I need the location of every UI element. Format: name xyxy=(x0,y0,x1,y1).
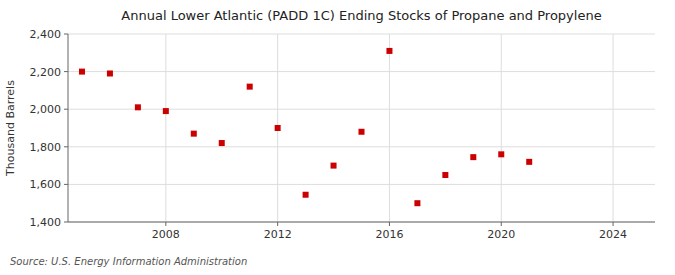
point xyxy=(219,140,225,146)
y-grid-line xyxy=(68,109,655,110)
point xyxy=(498,151,504,157)
x-grid-line xyxy=(389,34,390,222)
source-note: Source: U.S. Energy Information Administ… xyxy=(10,256,247,267)
y-tick-label: 1,800 xyxy=(30,141,62,154)
x-tick-label: 2012 xyxy=(264,228,292,241)
x-tick xyxy=(277,222,278,226)
x-tick xyxy=(501,222,502,226)
point xyxy=(275,125,281,131)
y-grid-line xyxy=(68,71,655,72)
x-grid-line xyxy=(613,34,614,222)
y-axis-label: Thousand Barrels xyxy=(4,80,17,177)
y-grid-line xyxy=(68,222,655,223)
page: {"chart_data": {"type": "scatter", "titl… xyxy=(0,0,675,275)
y-tick xyxy=(64,184,68,185)
chart-title: Annual Lower Atlantic (PADD 1C) Ending S… xyxy=(121,8,601,23)
point xyxy=(191,131,197,137)
chart-container: 2008 2012 2016 2020 2024 1,400 1,600 1,800 2,000… xyxy=(0,0,675,275)
x-axis-line xyxy=(68,222,655,223)
y-grid-line xyxy=(68,184,655,185)
grid xyxy=(68,34,655,222)
y-tick-label: 1,600 xyxy=(30,178,62,191)
point xyxy=(386,48,392,54)
y-tick-label: 2,400 xyxy=(30,28,62,41)
y-grid-line xyxy=(68,146,655,147)
x-tick xyxy=(613,222,614,226)
y-tick xyxy=(64,71,68,72)
axes: 2008 2012 2016 2020 2024 1,400 1,600 1,800 2,000… xyxy=(30,28,628,241)
x-tick xyxy=(165,222,166,226)
point xyxy=(470,154,476,160)
x-grid-line xyxy=(501,34,502,222)
x-tick-label: 2008 xyxy=(152,228,180,241)
y-tick-label: 2,200 xyxy=(30,66,62,79)
point xyxy=(163,108,169,114)
x-tick-label: 2020 xyxy=(487,228,515,241)
y-tick xyxy=(64,146,68,147)
point xyxy=(135,104,141,110)
point xyxy=(526,159,532,165)
point xyxy=(359,129,365,135)
point xyxy=(331,163,337,169)
marks xyxy=(79,48,532,206)
y-tick-label: 1,400 xyxy=(30,216,62,229)
y-tick-label: 2,000 xyxy=(30,103,62,116)
x-tick xyxy=(389,222,390,226)
point xyxy=(414,200,420,206)
point xyxy=(247,84,253,90)
y-tick xyxy=(64,109,68,110)
x-tick-label: 2016 xyxy=(375,228,403,241)
chart-svg: 2008 2012 2016 2020 2024 1,400 1,600 1,800 2,000… xyxy=(0,0,675,275)
point xyxy=(79,69,85,75)
y-axis-line xyxy=(68,34,69,222)
y-grid-line xyxy=(68,34,655,35)
y-tick xyxy=(64,222,68,223)
point xyxy=(442,172,448,178)
point xyxy=(107,70,113,76)
y-tick xyxy=(64,34,68,35)
x-grid-line xyxy=(165,34,166,222)
point xyxy=(303,192,309,198)
x-tick-label: 2024 xyxy=(599,228,627,241)
